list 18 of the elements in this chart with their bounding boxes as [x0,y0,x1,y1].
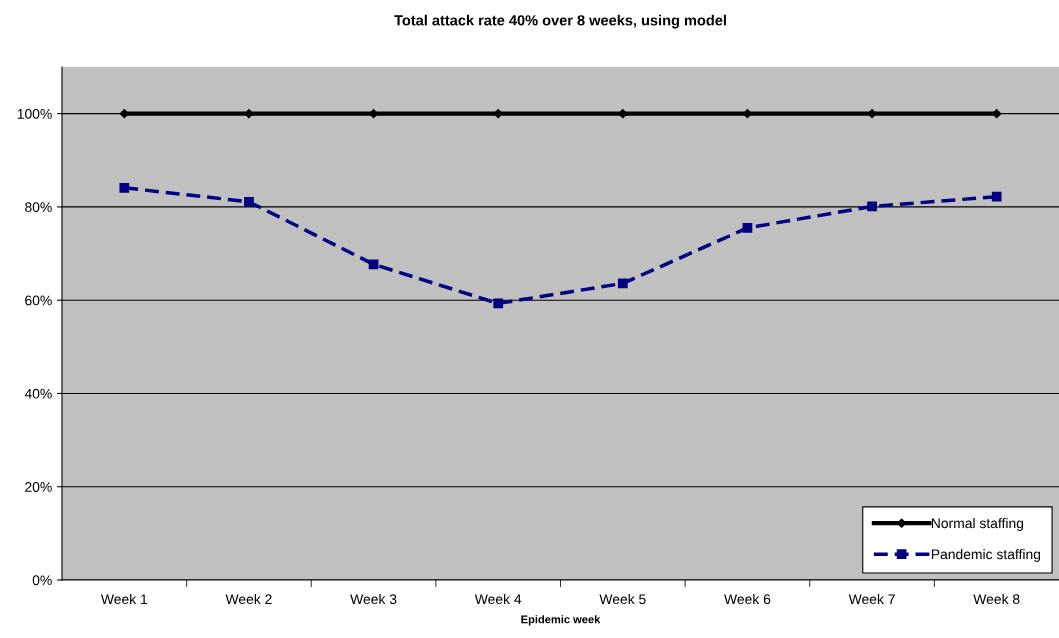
y-tick-label: 60% [25,295,52,306]
legend-label: Normal staffing [931,517,1024,531]
x-tick-label: Week 7 [848,593,895,605]
y-tick-label: 0% [32,575,52,586]
y-tick-label: 100% [17,108,52,119]
x-tick-label: Week 4 [474,593,522,605]
y-tick-label: 80% [25,202,52,213]
x-tick-label: Week 1 [100,593,148,605]
x-axis-title: Epidemic week [521,615,601,626]
x-tick-label: Week 8 [973,593,1020,605]
chart-title: Total attack rate 40% over 8 weeks, using model [394,14,726,29]
x-tick-label: Week 5 [599,593,646,605]
x-tick-label: Week 6 [724,593,771,605]
y-tick-label: 20% [25,482,52,492]
x-tick-label: Week 2 [225,593,272,605]
y-tick-label: 40% [24,388,52,399]
x-tick-label: Week 3 [350,593,397,605]
legend-label: Pandemic staffing [931,549,1041,562]
